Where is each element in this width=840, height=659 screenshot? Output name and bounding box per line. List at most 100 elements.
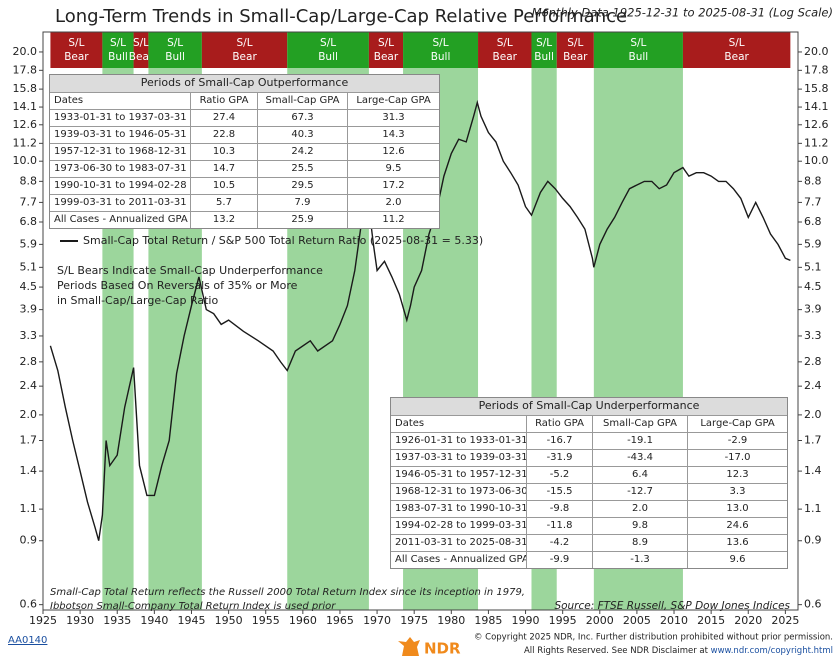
x-tick-label: 1950 bbox=[215, 614, 243, 627]
copyright: All Rights Reserved. See NDR Disclaimer … bbox=[524, 646, 833, 656]
y-tick-label: 14.1 bbox=[804, 100, 829, 113]
table-cell: 25.5 bbox=[257, 161, 347, 177]
x-tick-label: 1935 bbox=[103, 614, 131, 627]
table-cell: 14.3 bbox=[347, 127, 439, 143]
period-label: S/L bbox=[630, 37, 646, 49]
table-cell: 13.6 bbox=[687, 535, 787, 551]
table-cell: -2.9 bbox=[687, 433, 787, 449]
x-tick-label: 1940 bbox=[140, 614, 168, 627]
period-label: S/L bbox=[110, 37, 126, 49]
table-cell: All Cases - Annualized GPA bbox=[54, 214, 188, 225]
period-band bbox=[287, 32, 369, 68]
table-cell: 24.2 bbox=[257, 144, 347, 160]
table-cell: 13.0 bbox=[687, 501, 787, 517]
period-band bbox=[133, 32, 149, 68]
x-tick-label: 2015 bbox=[697, 614, 725, 627]
y-tick-label: 7.7 bbox=[804, 195, 822, 208]
table-cell: 7.9 bbox=[257, 195, 347, 211]
table-header-row: Dates Ratio GPA Small-Cap GPA Large-Cap GPA bbox=[50, 92, 439, 109]
column-header: Large-Cap GPA bbox=[687, 416, 787, 432]
x-tick-label: 2005 bbox=[623, 614, 651, 627]
y-tick-label: 15.8 bbox=[13, 82, 38, 95]
x-tick-label: 1960 bbox=[289, 614, 317, 627]
table-cell: -31.9 bbox=[526, 450, 592, 466]
x-tick-label: 2010 bbox=[660, 614, 688, 627]
x-tick-label: 1965 bbox=[326, 614, 354, 627]
copyright-link: www.ndr.com/copyright.html bbox=[711, 646, 833, 656]
period-band bbox=[556, 32, 594, 68]
table-cell: 2011-03-31 to 2025-08-31 bbox=[395, 537, 526, 548]
x-tick-label: 2020 bbox=[734, 614, 762, 627]
table-cell: 10.3 bbox=[190, 144, 257, 160]
y-tick-label: 10.0 bbox=[804, 154, 829, 167]
table-title: Periods of Small-Cap Underperformance bbox=[391, 398, 787, 415]
period-band bbox=[682, 32, 791, 68]
y-tick-label: 12.6 bbox=[13, 118, 38, 131]
table-cell: 1990-10-31 to 1994-02-28 bbox=[54, 180, 187, 191]
y-tick-label: 3.9 bbox=[20, 303, 38, 316]
y-tick-label: 2.8 bbox=[20, 355, 38, 368]
period-label: S/L bbox=[237, 37, 253, 49]
y-tick-label: 0.9 bbox=[804, 534, 822, 547]
table-row: 1994-02-28 to 1999-03-31 -11.8 9.8 24.6 bbox=[391, 517, 787, 534]
table-cell: 1933-01-31 to 1937-03-31 bbox=[54, 112, 187, 123]
table-cell: 1999-03-31 to 2011-03-31 bbox=[54, 197, 187, 208]
period-label: Bear bbox=[724, 51, 749, 63]
y-tick-label: 10.0 bbox=[13, 154, 38, 167]
period-label: Bear bbox=[232, 51, 257, 63]
table-cell: 1937-03-31 to 1939-03-31 bbox=[395, 452, 526, 463]
y-tick-label: 2.0 bbox=[20, 408, 38, 421]
table-cell: -1.3 bbox=[592, 552, 687, 568]
table-cell: 1926-01-31 to 1933-01-31 bbox=[395, 435, 526, 446]
x-tick-label: 1930 bbox=[66, 614, 94, 627]
table-row: 1973-06-30 to 1983-07-31 14.7 25.5 9.5 bbox=[50, 160, 439, 177]
chart-subtitle: Monthly Data 1925-12-31 to 2025-08-31 (L… bbox=[532, 6, 833, 20]
table-cell: -16.7 bbox=[526, 433, 592, 449]
x-tick-label: 1995 bbox=[549, 614, 577, 627]
column-header: Ratio GPA bbox=[190, 93, 257, 109]
period-label: Bear bbox=[64, 51, 89, 63]
table-cell: 3.3 bbox=[687, 484, 787, 500]
period-label: Bull bbox=[534, 51, 554, 63]
table-row: All Cases - Annualized GPA 13.2 25.9 11.2 bbox=[50, 211, 439, 228]
y-tick-label: 3.3 bbox=[20, 329, 38, 342]
table-cell: 31.3 bbox=[347, 110, 439, 126]
column-header: Small-Cap GPA bbox=[257, 93, 347, 109]
y-tick-label: 4.5 bbox=[20, 280, 38, 293]
period-band bbox=[102, 32, 134, 68]
x-tick-label: 2025 bbox=[771, 614, 799, 627]
footnote: Ibbotson Small-Company Total Return Inde… bbox=[50, 601, 336, 612]
table-row: 1983-07-31 to 1990-10-31 -9.8 2.0 13.0 bbox=[391, 500, 787, 517]
table-row: 1939-03-31 to 1946-05-31 22.8 40.3 14.3 bbox=[50, 126, 439, 143]
table-cell: 1994-02-28 to 1999-03-31 bbox=[395, 520, 526, 531]
column-header: Large-Cap GPA bbox=[347, 93, 439, 109]
x-tick-label: 1985 bbox=[474, 614, 502, 627]
table-header-row: Dates Ratio GPA Small-Cap GPA Large-Cap GPA bbox=[391, 415, 787, 432]
chart-title: Long-Term Trends in Small-Cap/Large-Cap … bbox=[55, 6, 627, 27]
table-cell: 9.8 bbox=[592, 518, 687, 534]
table: Periods of Small-Cap Underperformance Dat… bbox=[390, 397, 788, 569]
annotation: S/L Bears Indicate Small-Cap Underperfor… bbox=[57, 264, 323, 277]
period-label: S/L bbox=[729, 37, 745, 49]
y-tick-label: 5.1 bbox=[20, 260, 38, 273]
y-tick-label: 2.0 bbox=[804, 408, 822, 421]
period-label: S/L bbox=[497, 37, 513, 49]
table-cell: 14.7 bbox=[190, 161, 257, 177]
table-cell: -9.9 bbox=[526, 552, 592, 568]
y-tick-label: 8.8 bbox=[804, 174, 822, 187]
table-title-row: Periods of Small-Cap Underperformance bbox=[391, 398, 787, 415]
period-band bbox=[148, 32, 202, 68]
y-tick-label: 2.4 bbox=[20, 379, 38, 392]
y-tick-label: 3.3 bbox=[804, 329, 822, 342]
y-tick-label: 2.4 bbox=[804, 379, 822, 392]
table-cell: 1939-03-31 to 1946-05-31 bbox=[54, 129, 187, 140]
table-cell: 25.9 bbox=[257, 212, 347, 228]
period-band bbox=[531, 32, 557, 68]
y-tick-label: 2.8 bbox=[804, 355, 822, 368]
period-band bbox=[50, 32, 103, 68]
table-cell: 8.9 bbox=[592, 535, 687, 551]
table-cell: All Cases - Annualized GPA bbox=[395, 554, 526, 565]
table-cell: 1968-12-31 to 1973-06-30 bbox=[395, 486, 526, 497]
table-row: 1933-01-31 to 1937-03-31 27.4 67.3 31.3 bbox=[50, 109, 439, 126]
y-tick-label: 3.9 bbox=[804, 303, 822, 316]
